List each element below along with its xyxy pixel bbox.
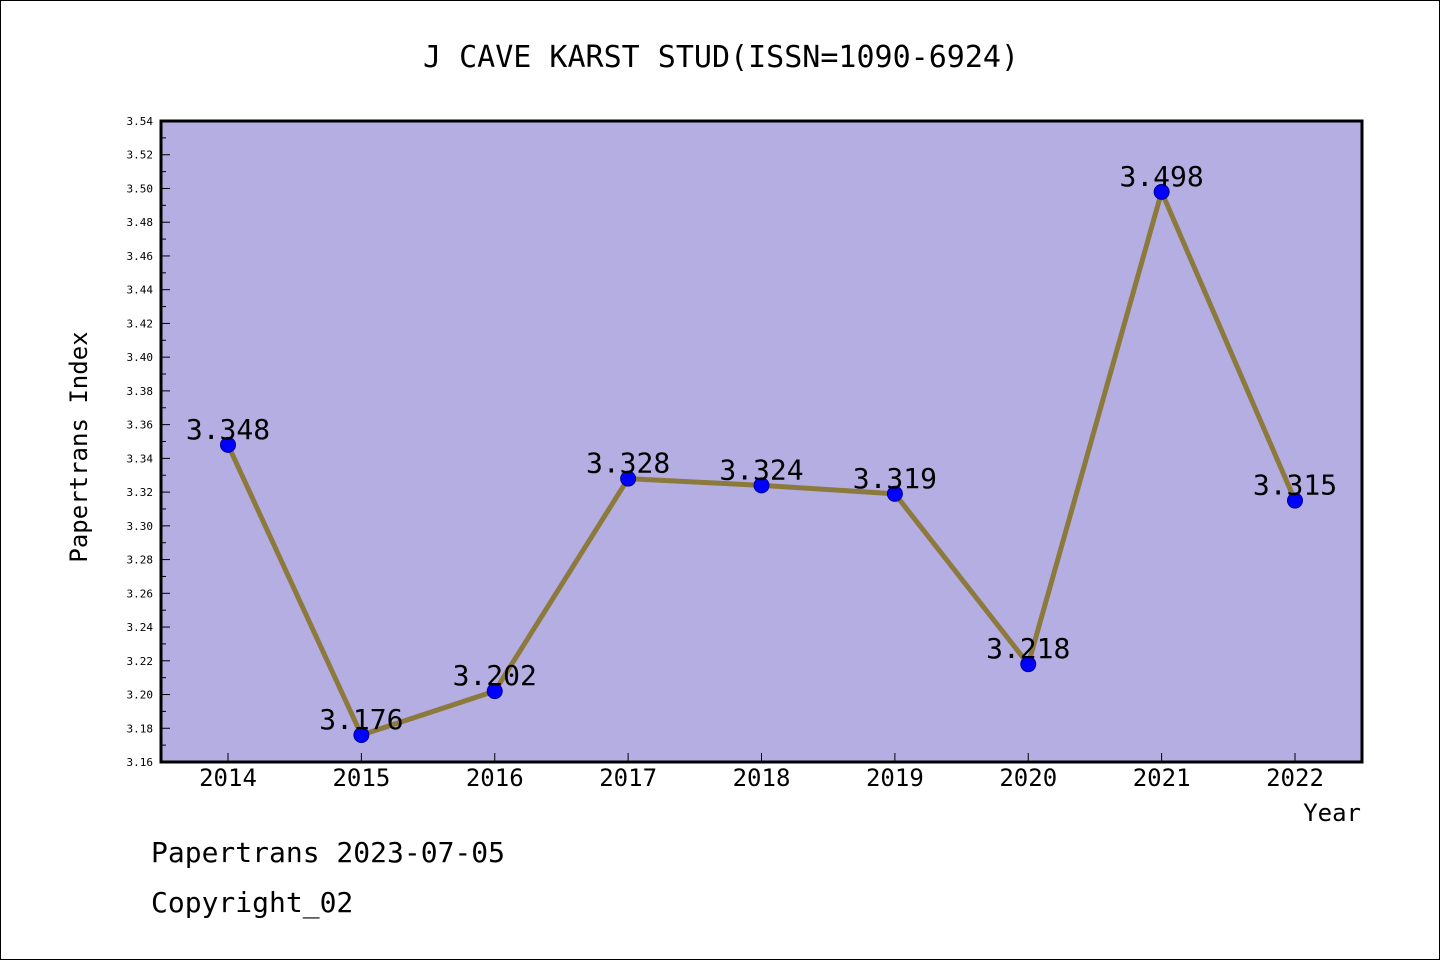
y-tick-label: 3.24: [127, 621, 154, 634]
y-tick-label: 3.18: [127, 722, 154, 735]
y-tick-label: 3.16: [127, 756, 154, 769]
footer-copyright: Copyright_02: [151, 886, 354, 919]
data-label: 3.348: [186, 413, 270, 446]
data-point: [486, 683, 503, 700]
data-label: 3.498: [1119, 160, 1203, 193]
x-tick-label: 2017: [599, 764, 657, 792]
y-tick-label: 3.28: [127, 554, 154, 567]
x-tick-label: 2020: [999, 764, 1057, 792]
data-point: [1287, 492, 1303, 509]
data-label: 3.315: [1253, 469, 1337, 502]
markers: [220, 183, 1303, 744]
data-point: [1153, 183, 1170, 200]
x-tick-label: 2019: [866, 764, 924, 792]
y-tick-label: 3.38: [127, 385, 154, 398]
x-tick-label: 2015: [332, 764, 390, 792]
data-point: [620, 470, 637, 487]
x-tick-label: 2014: [199, 764, 257, 792]
y-tick-label: 3.40: [127, 351, 154, 364]
y-tick-label: 3.22: [127, 655, 154, 668]
y-tick-label: 3.32: [127, 486, 154, 499]
data-point: [753, 477, 770, 494]
y-tick-label: 3.46: [127, 250, 154, 263]
y-tick-label: 3.52: [127, 149, 154, 162]
plot-area: [159, 119, 1364, 764]
x-tick-label: 2018: [733, 764, 791, 792]
data-label: 3.328: [586, 447, 670, 480]
y-tick-label: 3.36: [127, 419, 154, 432]
x-tick-label: 2016: [466, 764, 524, 792]
y-tick-label: 3.54: [127, 115, 154, 128]
data-point: [1020, 656, 1037, 673]
y-tick-label: 3.30: [127, 520, 154, 533]
footer-date: Papertrans 2023-07-05: [151, 836, 506, 869]
x-axis-label: Year: [1303, 799, 1361, 827]
y-axis-label: Papertrans Index: [65, 331, 93, 562]
data-point: [220, 436, 236, 453]
data-label: 3.324: [719, 453, 803, 486]
y-tick-label: 3.44: [127, 284, 154, 297]
y-tick-label: 3.48: [127, 216, 154, 229]
data-labels: 3.348 3.176 3.202 3.328 3.324 3.319 3.218 3.498…: [186, 160, 1337, 736]
data-point: [886, 485, 903, 502]
x-axis: 2014 2015 2016 2017 2018 2019 2020 2021 2022: [199, 753, 1324, 792]
y-tick-label: 3.20: [127, 689, 154, 702]
x-tick-label: 2021: [1133, 764, 1191, 792]
data-label: 3.176: [319, 703, 403, 736]
data-label: 3.218: [986, 632, 1070, 665]
y-tick-label: 3.42: [127, 317, 154, 330]
chart-title: J CAVE KARST STUD(ISSN=1090-6924): [423, 40, 1019, 75]
data-label: 3.319: [853, 462, 937, 495]
y-axis: 3.16 3.18 3.20 3.22 3.24 3.26 3.28 3.30 3.32 3.34…: [127, 115, 170, 769]
y-tick-label: 3.26: [127, 587, 154, 600]
data-label: 3.202: [453, 659, 537, 692]
y-tick-label: 3.34: [127, 452, 154, 465]
y-tick-label: 3.50: [127, 182, 154, 195]
data-point: [353, 727, 370, 744]
x-tick-label: 2022: [1266, 764, 1324, 792]
